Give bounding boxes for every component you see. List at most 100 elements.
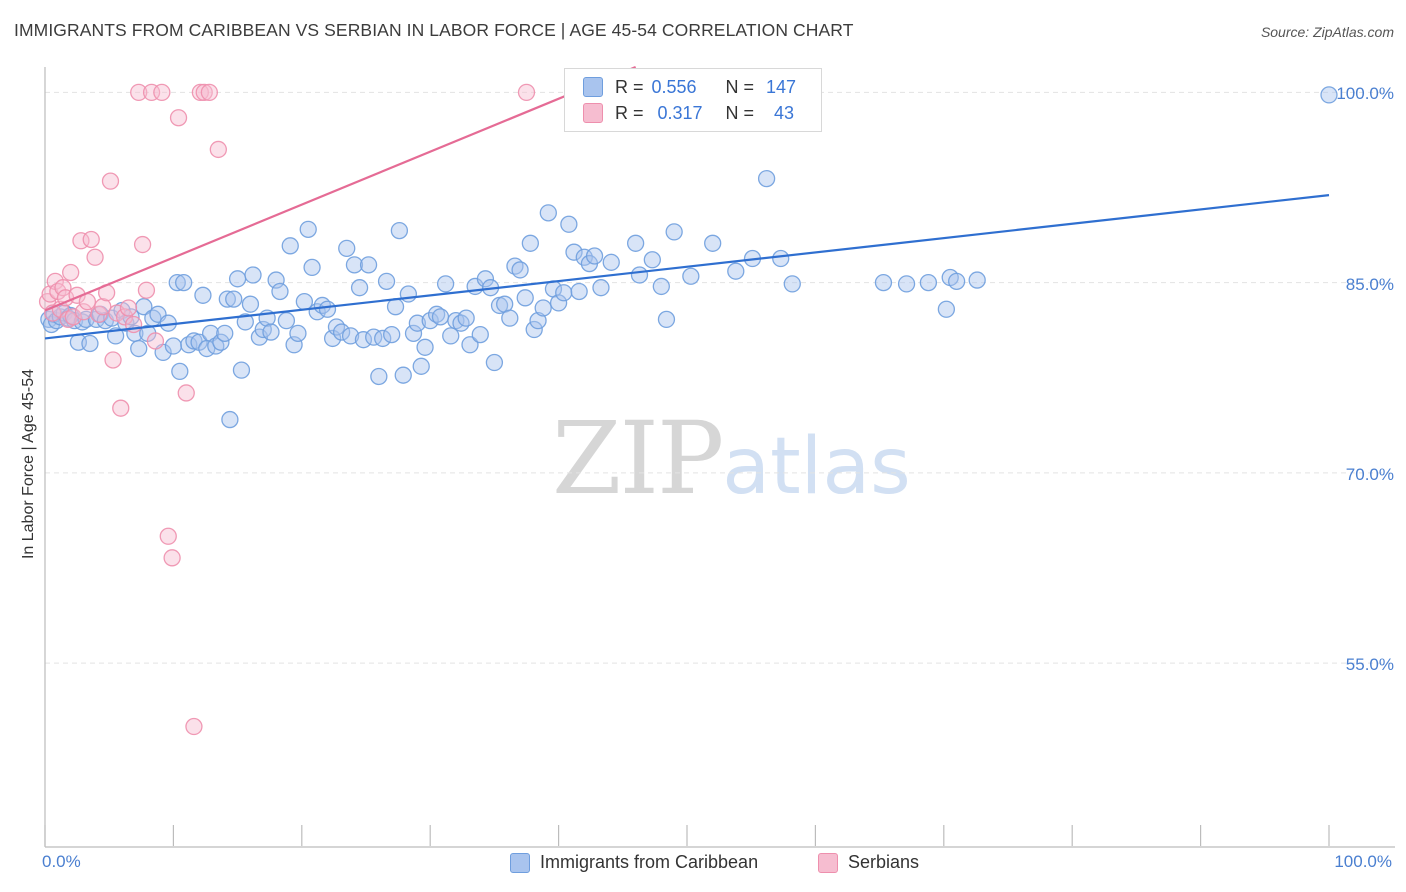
n-value: 43 [774, 102, 795, 123]
caribbean-point [318, 300, 337, 318]
legend-item-serbians: Serbians [818, 852, 919, 873]
caribbean-point [399, 285, 418, 303]
caribbean-point [164, 337, 183, 355]
x-tick-label-min: 0.0% [42, 852, 81, 871]
caribbean-point [221, 410, 239, 429]
points-layer [38, 83, 1338, 736]
serbian-point [185, 717, 203, 736]
caribbean-point [529, 312, 547, 330]
caribbean-point [897, 275, 916, 293]
caribbean-point [171, 362, 189, 381]
caribbean-point [436, 275, 455, 293]
caribbean-point [652, 277, 670, 296]
caribbean-point [452, 314, 470, 332]
caribbean-point [772, 249, 790, 268]
grid-layer [45, 91, 1395, 664]
serbian-point [62, 263, 80, 282]
y-axis-label: In Labor Force | Age 45-54 [20, 368, 37, 560]
caribbean-point [408, 314, 427, 332]
serbian-point [209, 140, 227, 159]
caribbean-point [390, 221, 409, 240]
caribbean-point [228, 270, 247, 288]
caribbean-point [299, 220, 317, 238]
caribbean-point [350, 279, 369, 297]
caribbean-point [271, 282, 289, 301]
caribbean-point [412, 357, 430, 375]
caribbean-point [757, 169, 776, 188]
serbian-trend-line [44, 65, 637, 312]
caribbean-point [511, 261, 529, 279]
caribbean-point [585, 247, 604, 265]
caribbean-point [216, 324, 234, 342]
trend-layer [44, 65, 1330, 340]
n-label: N = [725, 76, 755, 97]
caribbean-point [947, 272, 966, 290]
caribbean-point [704, 234, 722, 252]
caribbean-point [277, 312, 296, 330]
caribbean-point [354, 331, 373, 349]
caribbean-point [727, 262, 745, 280]
caribbean-point [457, 309, 475, 327]
serbians-swatch-icon [583, 103, 603, 123]
caribbean-legend-icon [510, 852, 530, 873]
caribbean-point [682, 267, 700, 285]
caribbean-point [244, 266, 262, 284]
stats-row-caribbean: R = 0.556 N = 147 [565, 74, 796, 100]
caribbean-point [521, 234, 540, 252]
caribbean-point [218, 290, 236, 308]
serbian-point [94, 298, 112, 316]
r-label: R = [615, 76, 644, 97]
caribbean-point [602, 253, 620, 271]
y-tick-label: 100.0% [1336, 84, 1394, 104]
caribbean-point [262, 323, 280, 341]
caribbean-point [241, 295, 260, 313]
caribbean-point [168, 273, 186, 292]
caribbean-point [471, 325, 489, 344]
n-value: 147 [766, 76, 797, 97]
caribbean-point [630, 266, 649, 284]
serbian-point [169, 109, 188, 127]
serbian-point [159, 527, 177, 545]
caribbean-point [212, 333, 230, 351]
serbian-point [177, 384, 195, 402]
caribbean-point [327, 318, 346, 336]
caribbean-point [501, 309, 519, 327]
caribbean-point [236, 313, 254, 331]
watermark: ZIPatlas [552, 400, 911, 517]
serbian-point [119, 299, 138, 317]
caribbean-point [365, 328, 383, 346]
caribbean-point [421, 312, 439, 330]
caribbean-point [442, 327, 460, 345]
caribbean-point [461, 336, 479, 354]
caribbean-point [404, 324, 423, 342]
caribbean-point [874, 273, 893, 292]
caribbean-point [570, 282, 588, 301]
x-tick-label-max: 100.0% [1334, 852, 1392, 871]
caribbean-point [377, 272, 396, 290]
serbian-point [137, 281, 156, 299]
serbian-point [517, 83, 536, 102]
caribbean-point [281, 237, 299, 255]
caribbean-point [338, 239, 356, 258]
caribbean-point [194, 286, 212, 304]
caribbean-point [386, 298, 405, 316]
caribbean-point [549, 294, 568, 312]
stats-row-serbians: R = 0.317 N = 43 [565, 100, 794, 126]
legend-item-caribbean: Immigrants from Caribbean [510, 852, 758, 873]
caribbean-point [374, 329, 392, 348]
caribbean-point [560, 215, 578, 233]
caribbean-point [968, 271, 986, 289]
caribbean-point [359, 256, 378, 274]
caribbean-point [303, 258, 321, 277]
serbian-point [133, 235, 152, 254]
y-tick-label: 55.0% [1345, 655, 1394, 675]
watermark-zip: ZIP [552, 400, 724, 517]
caribbean-point [937, 300, 956, 318]
caribbean-trend-line [44, 194, 1330, 340]
caribbean-point [919, 273, 938, 292]
caribbean-point [370, 367, 388, 386]
caribbean-point [516, 289, 534, 307]
r-value: 0.556 [651, 76, 697, 97]
serbian-point [146, 332, 165, 350]
caribbean-point [345, 256, 364, 274]
